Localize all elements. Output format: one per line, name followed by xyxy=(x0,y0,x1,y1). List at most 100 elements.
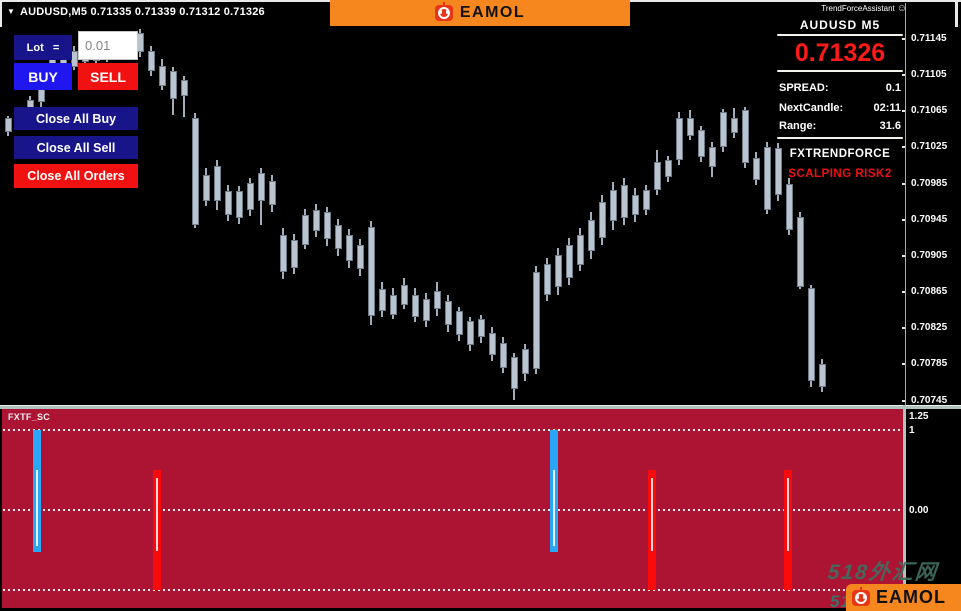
range-value: 31.6 xyxy=(879,120,901,132)
candle-body xyxy=(247,182,254,210)
candle-body xyxy=(434,291,441,310)
candle-body xyxy=(720,112,727,148)
candle-body xyxy=(335,225,342,250)
strategy-name: FXTRENDFORCE xyxy=(789,148,891,160)
lot-input[interactable] xyxy=(78,31,138,60)
candle-body xyxy=(368,226,375,317)
indicator-tick-label: 0.00 xyxy=(909,505,929,516)
candle-body xyxy=(390,294,397,315)
price-tick-label: 0.70985 xyxy=(911,177,948,189)
candle-wick xyxy=(183,75,185,118)
indicator-bar-red xyxy=(784,470,792,590)
candle-body xyxy=(401,284,408,305)
candle-body xyxy=(687,117,694,136)
range-row: Range: 31.6 xyxy=(779,120,901,134)
candle-body xyxy=(159,66,166,86)
indicator-bar-core xyxy=(651,478,653,551)
price-tick-mark xyxy=(902,218,905,221)
candle-body xyxy=(643,189,650,210)
window-right-border xyxy=(955,2,958,27)
candle-body xyxy=(445,301,452,326)
candle-body xyxy=(280,235,287,273)
candle-body xyxy=(302,215,309,245)
sell-button[interactable]: SELL xyxy=(78,63,138,90)
symbol-dropdown-icon[interactable]: ▼ xyxy=(7,7,15,16)
candle-body xyxy=(423,299,430,321)
close-all-buy-button[interactable]: Close All Buy xyxy=(14,107,138,130)
price-axis-line xyxy=(905,3,906,405)
next-candle-row: NextCandle: 02:11 xyxy=(779,102,901,116)
candle-body xyxy=(676,118,683,160)
assistant-name: TrendForceAssistant xyxy=(821,4,895,13)
candle-body xyxy=(632,195,639,216)
next-candle-label: NextCandle: xyxy=(779,102,844,114)
indicator-bar-core xyxy=(553,470,555,546)
symbol-ohlc-title: AUDUSD,M5 0.71335 0.71339 0.71312 0.7132… xyxy=(20,6,265,18)
panel-separator-horizontal[interactable] xyxy=(0,405,961,409)
window-left-border xyxy=(0,0,2,27)
candle-body xyxy=(555,254,562,288)
candle-body xyxy=(698,130,705,158)
spread-row: SPREAD: 0.1 xyxy=(779,82,901,96)
candle-body xyxy=(621,185,628,218)
eamol-banner: EAMOL xyxy=(330,0,630,26)
price-tick-label: 0.70825 xyxy=(911,322,948,334)
robot-logo-icon xyxy=(434,2,453,21)
candle-body xyxy=(324,212,331,240)
indicator-bar-blue xyxy=(33,430,41,553)
candle-body xyxy=(786,183,793,230)
candle-body xyxy=(797,217,804,287)
candle-body xyxy=(148,50,155,72)
panel-separator-vertical xyxy=(903,405,906,608)
indicator-bar-red xyxy=(648,470,656,590)
candle-body xyxy=(5,118,12,132)
candle-body xyxy=(258,172,265,201)
price-tick-label: 0.71025 xyxy=(911,141,948,153)
indicator-bar-core xyxy=(787,478,789,551)
candle-body xyxy=(500,342,507,368)
price-tick-mark xyxy=(902,37,905,40)
candle-body xyxy=(412,294,419,318)
candle-body xyxy=(665,160,672,178)
info-symbol: AUDUSD M5 xyxy=(799,18,881,32)
indicator-name-label: FXTF_SC xyxy=(8,412,51,422)
close-all-orders-button[interactable]: Close All Orders xyxy=(14,164,138,188)
price-tick-label: 0.70905 xyxy=(911,249,948,261)
candle-body xyxy=(522,348,529,375)
candle-body xyxy=(654,161,661,190)
candle-body xyxy=(478,319,485,338)
indicator-dotted-line xyxy=(3,509,902,511)
trendforce-assistant-label: TrendForceAssistant ☺ xyxy=(821,3,907,14)
close-all-sell-button[interactable]: Close All Sell xyxy=(14,136,138,159)
candle-body xyxy=(291,239,298,268)
indicator-tick-label: 1.25 xyxy=(909,411,929,422)
indicator-dotted-line xyxy=(3,429,902,431)
divider xyxy=(777,137,903,139)
range-label: Range: xyxy=(779,120,817,132)
candle-body xyxy=(456,311,463,336)
indicator-bar-red xyxy=(153,470,161,590)
price-tick-mark xyxy=(902,110,905,113)
price-tick-mark xyxy=(902,291,905,293)
candle-body xyxy=(764,147,771,210)
candle-body xyxy=(203,175,210,201)
smiley-icon: ☺ xyxy=(896,3,907,14)
candle-body xyxy=(214,166,221,201)
lot-label: Lot = xyxy=(14,35,72,60)
indicator-bar-core xyxy=(156,478,158,551)
candle-body xyxy=(544,264,551,295)
price-tick-mark xyxy=(902,146,905,149)
candle-body xyxy=(577,235,584,265)
candle-body xyxy=(71,50,78,67)
divider xyxy=(777,34,903,36)
candle-body xyxy=(489,332,496,356)
candle-body xyxy=(357,245,364,270)
candle-body xyxy=(379,289,386,311)
price-tick-label: 0.71145 xyxy=(911,32,947,44)
price-tick-label: 0.71105 xyxy=(911,69,947,80)
spread-label: SPREAD: xyxy=(779,82,829,94)
buy-button[interactable]: BUY xyxy=(14,63,72,90)
candle-body xyxy=(610,189,617,222)
candle-body xyxy=(753,158,760,180)
candle-body xyxy=(511,357,518,389)
